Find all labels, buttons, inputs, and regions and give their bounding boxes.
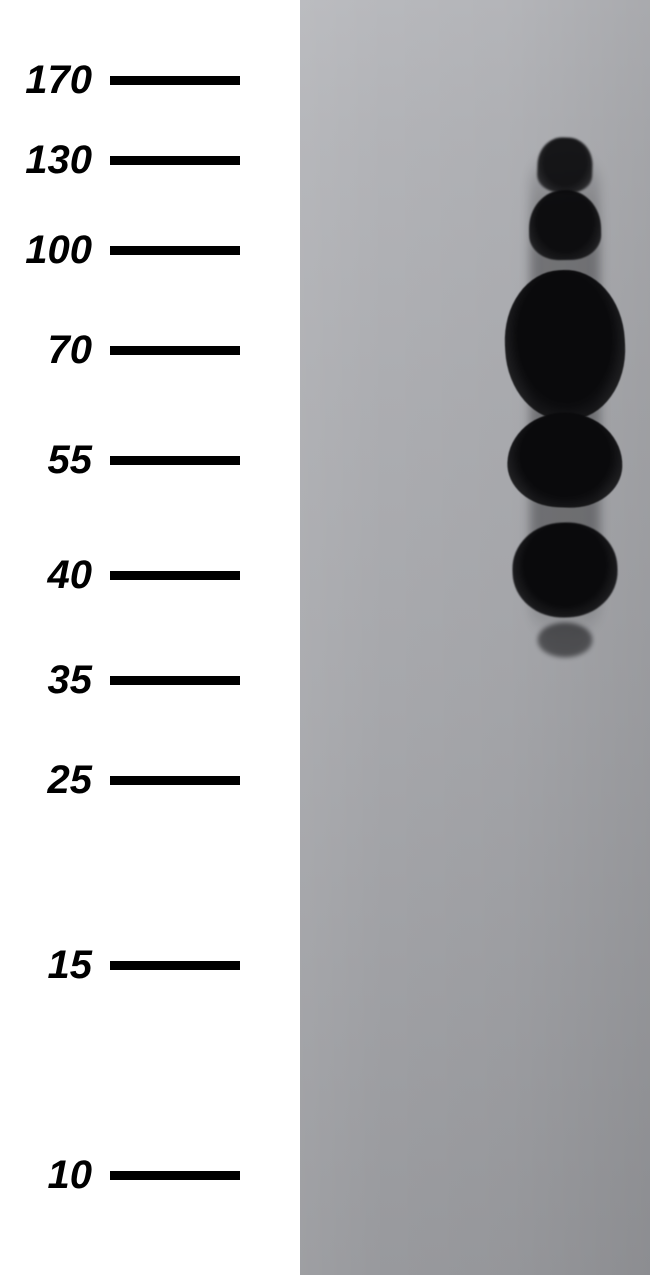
ladder-marker-tick	[110, 676, 240, 685]
ladder-marker-label: 40	[0, 553, 110, 598]
protein-band	[538, 623, 593, 658]
ladder-marker-tick	[110, 246, 240, 255]
molecular-weight-ladder: 170 130 100 70 55 40 35 25 15 10	[0, 0, 300, 1275]
ladder-marker-tick	[110, 156, 240, 165]
ladder-marker-tick	[110, 456, 240, 465]
ladder-marker-label: 35	[0, 658, 110, 703]
ladder-marker-tick	[110, 571, 240, 580]
ladder-marker-label: 55	[0, 438, 110, 483]
ladder-marker: 170	[0, 66, 240, 94]
western-blot-membrane	[300, 0, 650, 1275]
ladder-marker: 15	[0, 951, 240, 979]
ladder-marker-tick	[110, 346, 240, 355]
ladder-marker-label: 130	[0, 138, 110, 183]
protein-band	[537, 137, 594, 194]
ladder-marker: 40	[0, 561, 240, 589]
ladder-marker-label: 10	[0, 1153, 110, 1198]
ladder-marker: 100	[0, 236, 240, 264]
ladder-marker: 130	[0, 146, 240, 174]
protein-band	[528, 189, 601, 260]
ladder-marker-label: 70	[0, 328, 110, 373]
ladder-marker-tick	[110, 961, 240, 970]
ladder-marker: 25	[0, 766, 240, 794]
ladder-marker-tick	[110, 76, 240, 85]
ladder-marker-tick	[110, 776, 240, 785]
ladder-marker-tick	[110, 1171, 240, 1180]
ladder-marker-label: 100	[0, 228, 110, 273]
ladder-marker-label: 170	[0, 58, 110, 103]
ladder-marker: 35	[0, 666, 240, 694]
ladder-marker: 10	[0, 1161, 240, 1189]
ladder-marker: 70	[0, 336, 240, 364]
ladder-marker-label: 25	[0, 758, 110, 803]
ladder-marker-label: 15	[0, 943, 110, 988]
ladder-marker: 55	[0, 446, 240, 474]
